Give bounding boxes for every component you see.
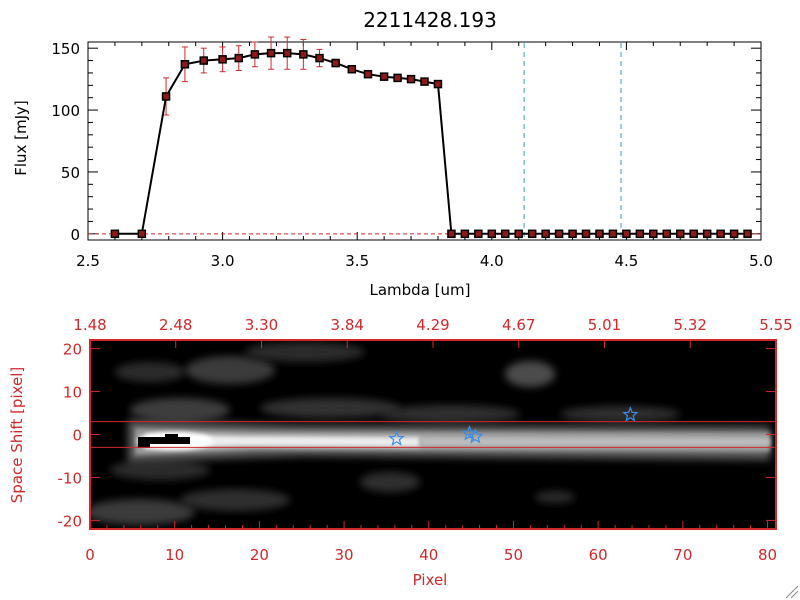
image-x-axis-label: Pixel — [413, 571, 448, 589]
source-star-marker — [388, 430, 405, 446]
data-point — [501, 229, 510, 239]
data-point — [460, 229, 470, 239]
y-tick-label: 50 — [61, 164, 80, 182]
data-point — [595, 229, 604, 239]
data-point — [393, 73, 402, 83]
data-point — [110, 229, 120, 239]
image-top-tick-label: 2.48 — [159, 316, 192, 334]
data-point — [635, 229, 645, 239]
x-tick-label: 3.5 — [345, 252, 369, 270]
x-tick-label: 3.0 — [211, 252, 235, 270]
x-tick-label: 2.5 — [76, 252, 100, 270]
image-top-tick-label: 3.84 — [331, 316, 364, 334]
spectrum-frame — [87, 41, 762, 241]
data-point — [662, 229, 672, 239]
data-point — [514, 229, 523, 239]
y-tick-label: 100 — [51, 102, 80, 120]
data-point — [420, 77, 429, 86]
data-point — [218, 55, 227, 64]
corner-resize-mark — [785, 585, 799, 599]
source-markers — [388, 406, 639, 446]
data-point — [406, 74, 416, 84]
data-point — [702, 229, 712, 239]
data-point — [199, 56, 209, 65]
source-star-marker — [622, 406, 639, 422]
y-tick-label: 150 — [51, 40, 80, 58]
image-y-tick-label: 20 — [63, 341, 82, 359]
image-y-tick-label: -10 — [58, 469, 83, 487]
data-point — [541, 229, 550, 239]
data-point — [161, 92, 171, 101]
image-x-tick-label: 50 — [504, 546, 523, 564]
spectrum-markers — [110, 48, 752, 239]
data-point — [729, 229, 739, 239]
data-point — [347, 64, 357, 74]
data-point — [689, 229, 698, 239]
data-point — [447, 229, 456, 239]
data-point — [527, 229, 537, 239]
heatmap-image — [90, 340, 776, 529]
image-x-tick-label: 10 — [165, 546, 184, 564]
image-y-tick-label: 0 — [72, 427, 82, 445]
x-tick-label: 4.0 — [480, 252, 504, 270]
y-axis-label: Flux [mJy] — [12, 100, 30, 176]
x-tick-label: 5.0 — [749, 252, 773, 270]
data-point — [487, 229, 497, 239]
data-point — [315, 53, 324, 63]
image-x-tick-label: 40 — [419, 546, 438, 564]
data-point — [608, 229, 618, 239]
image-top-tick-label: 4.67 — [502, 316, 535, 334]
data-point — [250, 50, 260, 59]
image-x-tick-label: 70 — [673, 546, 692, 564]
x-tick-label: 4.5 — [614, 252, 638, 270]
image-x-tick-label: 80 — [758, 546, 777, 564]
data-point — [649, 229, 658, 239]
image-top-tick-label: 5.32 — [674, 316, 707, 334]
image-y-axis-label: Space Shift [pixel] — [8, 367, 26, 504]
image-top-tick-label: 3.30 — [245, 316, 278, 334]
image-top-tick-label: 5.55 — [759, 316, 792, 334]
spectrum-vlines — [88, 43, 761, 239]
data-point — [180, 60, 190, 69]
x-axis-label: Lambda [um] — [370, 281, 471, 299]
data-point — [331, 58, 340, 68]
data-point — [581, 229, 591, 239]
data-point — [282, 48, 292, 58]
image-x-tick-label: 0 — [85, 546, 95, 564]
image-top-tick-label: 5.01 — [588, 316, 621, 334]
y-tick-label: 0 — [70, 226, 80, 244]
spectrum-line — [114, 52, 748, 235]
source-star-marker — [467, 427, 484, 444]
image-axes: 0 10 20 30 40 50 60 70 80 1.48 2.48 3.30 3.84 4.29 4.6… — [58, 316, 793, 564]
image-top-tick-label: 1.48 — [73, 316, 106, 334]
data-point — [568, 229, 577, 239]
data-point — [716, 229, 725, 239]
spectrum-chart: 2211428.193 2.5 3.0 3.5 4.0 4.5 5.0050100150 … — [12, 8, 773, 299]
data-point — [379, 72, 389, 81]
image-y-tick-label: 10 — [63, 384, 82, 402]
data-point — [299, 50, 308, 59]
data-point — [234, 53, 244, 63]
image-y-tick-label: -20 — [58, 512, 83, 530]
data-point — [137, 229, 147, 239]
image-x-tick-label: 60 — [589, 546, 608, 564]
data-point — [363, 69, 373, 79]
chart-title: 2211428.193 — [363, 8, 497, 32]
spectrum-series-line — [114, 52, 748, 235]
spectrum-axes: 2.5 3.0 3.5 4.0 4.5 5.0 0 50 100 150 — [51, 40, 773, 270]
data-point — [474, 229, 483, 239]
data-point — [743, 229, 752, 239]
data-point — [622, 229, 631, 239]
data-point — [554, 229, 564, 239]
image-x-tick-label: 30 — [335, 546, 354, 564]
spectral-image-panel: 0 10 20 30 40 50 60 70 80 1.48 2.48 3.30 3.84 4.29 4.6… — [8, 316, 793, 589]
data-point — [675, 229, 685, 239]
image-x-tick-label: 20 — [250, 546, 269, 564]
image-top-tick-label: 4.29 — [416, 316, 449, 334]
data-point — [266, 48, 276, 58]
data-point — [433, 79, 443, 89]
